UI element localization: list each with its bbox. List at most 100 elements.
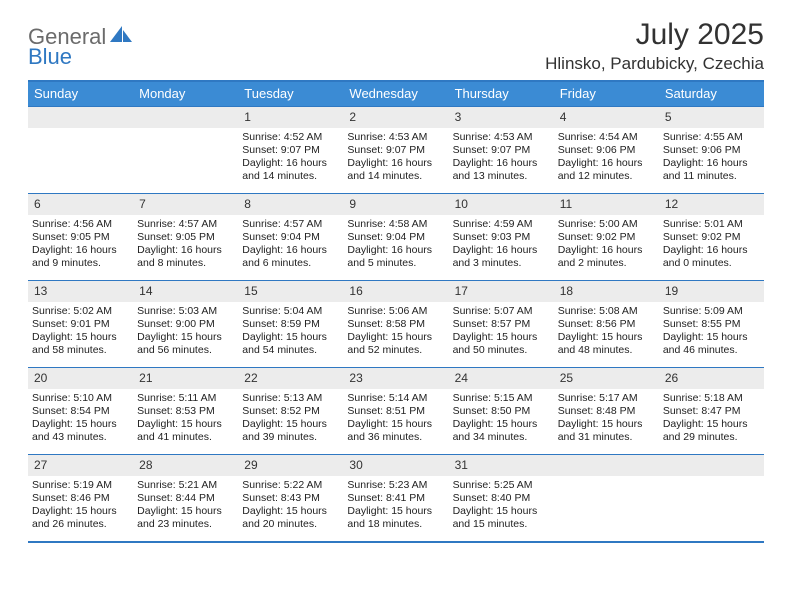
title-block: July 2025 Hlinsko, Pardubicky, Czechia — [545, 18, 764, 74]
daylight-line: Daylight: 15 hours and 52 minutes. — [347, 331, 444, 357]
day-number: 27 — [28, 455, 133, 476]
day-cell: 29Sunrise: 5:22 AMSunset: 8:43 PMDayligh… — [238, 455, 343, 541]
sunset-line: Sunset: 8:50 PM — [453, 405, 550, 418]
sunrise-line: Sunrise: 5:00 AM — [558, 218, 655, 231]
weeks-container: 1Sunrise: 4:52 AMSunset: 9:07 PMDaylight… — [28, 106, 764, 541]
sunset-line: Sunset: 9:06 PM — [558, 144, 655, 157]
sunrise-line: Sunrise: 4:56 AM — [32, 218, 129, 231]
day-number: 23 — [343, 368, 448, 389]
sunrise-line: Sunrise: 4:52 AM — [242, 131, 339, 144]
day-number: 26 — [659, 368, 764, 389]
day-number: 15 — [238, 281, 343, 302]
day-number: 13 — [28, 281, 133, 302]
daylight-line: Daylight: 16 hours and 8 minutes. — [137, 244, 234, 270]
sunset-line: Sunset: 9:07 PM — [453, 144, 550, 157]
month-title: July 2025 — [545, 18, 764, 52]
weekday-header: Friday — [554, 82, 659, 106]
sunset-line: Sunset: 9:02 PM — [663, 231, 760, 244]
day-number: 4 — [554, 107, 659, 128]
sunrise-line: Sunrise: 5:13 AM — [242, 392, 339, 405]
day-cell: 16 Sunrise: 5:06 AMSunset: 8:58 PMDayligh… — [343, 281, 448, 367]
day-cell: 21Sunrise: 5:11 AMSunset: 8:53 PMDayligh… — [133, 368, 238, 454]
weekday-header-row: SundayMondayTuesdayWednesdayThursdayFrid… — [28, 82, 764, 106]
daylight-line: Daylight: 15 hours and 31 minutes. — [558, 418, 655, 444]
sunset-line: Sunset: 9:05 PM — [137, 231, 234, 244]
day-cell: 28Sunrise: 5:21 AMSunset: 8:44 PMDayligh… — [133, 455, 238, 541]
sunrise-line: Sunrise: 5:01 AM — [663, 218, 760, 231]
sunset-line: Sunset: 8:51 PM — [347, 405, 444, 418]
daylight-line: Daylight: 15 hours and 36 minutes. — [347, 418, 444, 444]
day-cell: 22Sunrise: 5:13 AMSunset: 8:52 PMDayligh… — [238, 368, 343, 454]
daylight-line: Daylight: 15 hours and 20 minutes. — [242, 505, 339, 531]
brand-sail-icon — [108, 24, 134, 49]
sunset-line: Sunset: 9:05 PM — [32, 231, 129, 244]
daylight-line: Daylight: 15 hours and 23 minutes. — [137, 505, 234, 531]
daylight-line: Daylight: 15 hours and 18 minutes. — [347, 505, 444, 531]
week-row: 6Sunrise: 4:56 AMSunset: 9:05 PMDaylight… — [28, 193, 764, 280]
day-cell: 19Sunrise: 5:09 AMSunset: 8:55 PMDayligh… — [659, 281, 764, 367]
day-cell: 20Sunrise: 5:10 AMSunset: 8:54 PMDayligh… — [28, 368, 133, 454]
sunset-line: Sunset: 9:00 PM — [137, 318, 234, 331]
daylight-line: Daylight: 15 hours and 26 minutes. — [32, 505, 129, 531]
day-number: 16 — [343, 281, 448, 302]
sunrise-line: Sunrise: 5:17 AM — [558, 392, 655, 405]
sunrise-line: Sunrise: 5:23 AM — [347, 479, 444, 492]
sunrise-line: Sunrise: 5:08 AM — [558, 305, 655, 318]
day-number: 21 — [133, 368, 238, 389]
day-number — [133, 107, 238, 128]
sunset-line: Sunset: 8:44 PM — [137, 492, 234, 505]
daylight-line: Daylight: 15 hours and 29 minutes. — [663, 418, 760, 444]
sunset-line: Sunset: 8:53 PM — [137, 405, 234, 418]
sunrise-line: Sunrise: 5:18 AM — [663, 392, 760, 405]
daylight-line: Daylight: 16 hours and 0 minutes. — [663, 244, 760, 270]
day-number: 17 — [449, 281, 554, 302]
day-cell: 3Sunrise: 4:53 AMSunset: 9:07 PMDaylight… — [449, 107, 554, 193]
sunset-line: Sunset: 8:58 PM — [347, 318, 444, 331]
sunset-line: Sunset: 9:04 PM — [242, 231, 339, 244]
daylight-line: Daylight: 16 hours and 14 minutes. — [242, 157, 339, 183]
sunset-line: Sunset: 8:48 PM — [558, 405, 655, 418]
day-cell: 7Sunrise: 4:57 AMSunset: 9:05 PMDaylight… — [133, 194, 238, 280]
sunset-line: Sunset: 8:59 PM — [242, 318, 339, 331]
day-number: 7 — [133, 194, 238, 215]
day-cell: 18Sunrise: 5:08 AMSunset: 8:56 PMDayligh… — [554, 281, 659, 367]
sunrise-line: Sunrise: 5:03 AM — [137, 305, 234, 318]
day-number: 2 — [343, 107, 448, 128]
weekday-header: Thursday — [449, 82, 554, 106]
sunrise-line: Sunrise: 4:55 AM — [663, 131, 760, 144]
day-number — [554, 455, 659, 476]
day-cell: 10Sunrise: 4:59 AMSunset: 9:03 PMDayligh… — [449, 194, 554, 280]
day-number: 5 — [659, 107, 764, 128]
weekday-header: Saturday — [659, 82, 764, 106]
daylight-line: Daylight: 15 hours and 15 minutes. — [453, 505, 550, 531]
sunset-line: Sunset: 9:04 PM — [347, 231, 444, 244]
daylight-line: Daylight: 15 hours and 48 minutes. — [558, 331, 655, 357]
week-row: 20Sunrise: 5:10 AMSunset: 8:54 PMDayligh… — [28, 367, 764, 454]
day-number: 29 — [238, 455, 343, 476]
day-number: 19 — [659, 281, 764, 302]
day-cell: 14Sunrise: 5:03 AMSunset: 9:00 PMDayligh… — [133, 281, 238, 367]
sunrise-line: Sunrise: 5:09 AM — [663, 305, 760, 318]
sunrise-line: Sunrise: 4:53 AM — [453, 131, 550, 144]
sunrise-line: Sunrise: 5:04 AM — [242, 305, 339, 318]
sunrise-line: Sunrise: 5:10 AM — [32, 392, 129, 405]
day-number: 9 — [343, 194, 448, 215]
day-cell: 11Sunrise: 5:00 AMSunset: 9:02 PMDayligh… — [554, 194, 659, 280]
brand-blue-wrap: Blue — [28, 44, 72, 70]
sunset-line: Sunset: 8:47 PM — [663, 405, 760, 418]
day-cell: 24Sunrise: 5:15 AMSunset: 8:50 PMDayligh… — [449, 368, 554, 454]
day-number: 8 — [238, 194, 343, 215]
daylight-line: Daylight: 16 hours and 2 minutes. — [558, 244, 655, 270]
daylight-line: Daylight: 15 hours and 54 minutes. — [242, 331, 339, 357]
sunrise-line: Sunrise: 5:06 AM — [347, 305, 444, 318]
week-row: 13Sunrise: 5:02 AMSunset: 9:01 PMDayligh… — [28, 280, 764, 367]
day-number: 6 — [28, 194, 133, 215]
day-number: 31 — [449, 455, 554, 476]
sunrise-line: Sunrise: 5:15 AM — [453, 392, 550, 405]
brand-blue: Blue — [28, 44, 72, 69]
sunset-line: Sunset: 9:02 PM — [558, 231, 655, 244]
sunrise-line: Sunrise: 5:19 AM — [32, 479, 129, 492]
day-number — [659, 455, 764, 476]
day-cell: 23Sunrise: 5:14 AMSunset: 8:51 PMDayligh… — [343, 368, 448, 454]
day-number: 10 — [449, 194, 554, 215]
